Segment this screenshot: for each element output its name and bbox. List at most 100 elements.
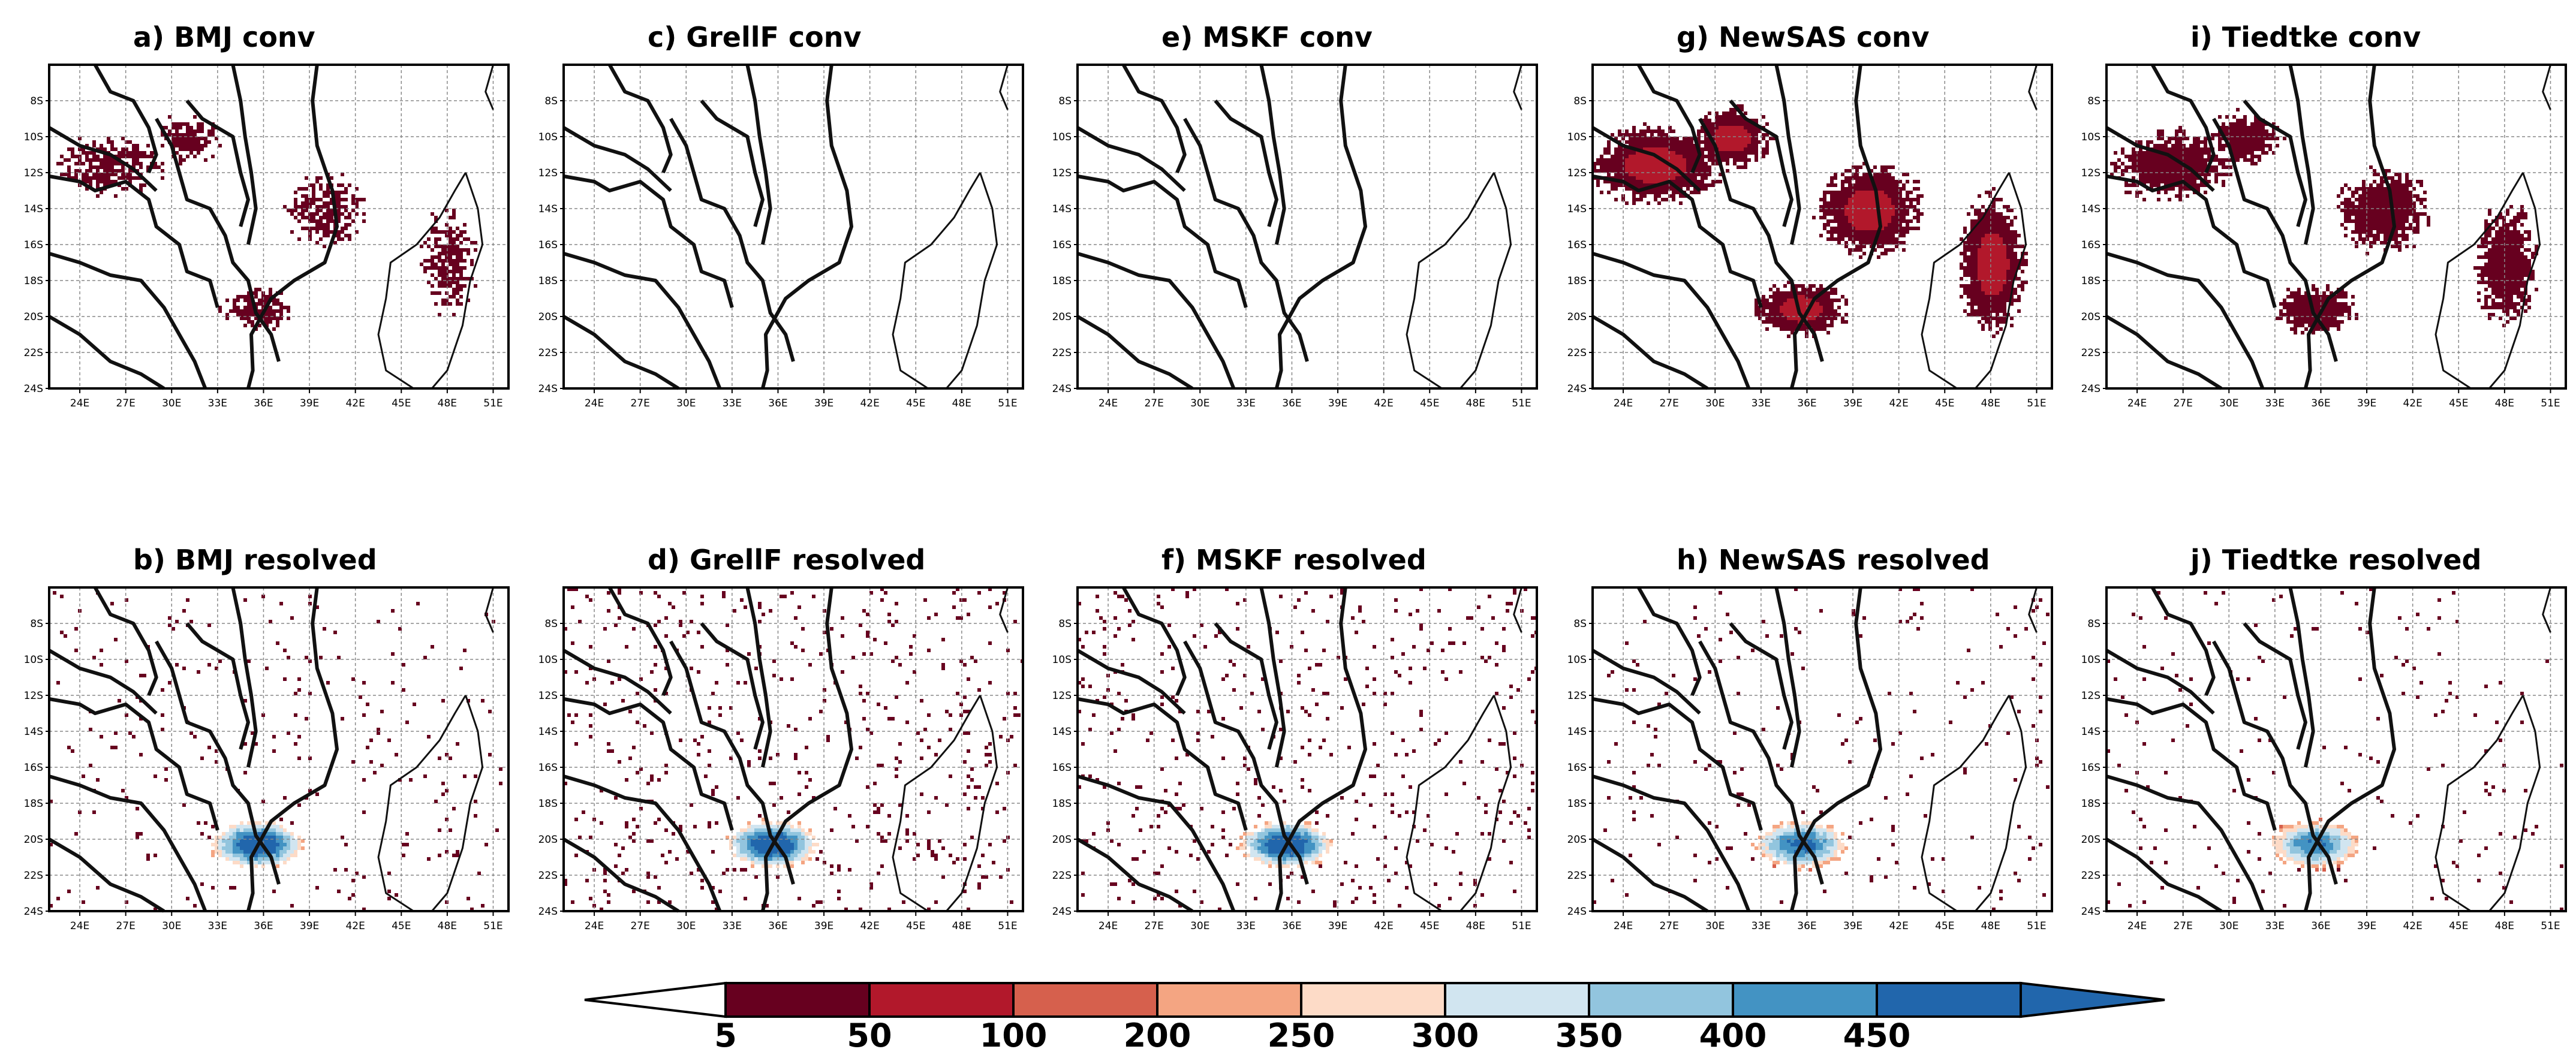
precip-cell bbox=[279, 843, 283, 846]
precip-cell bbox=[2358, 201, 2362, 205]
precip-cell bbox=[2010, 230, 2014, 234]
precip-cell bbox=[2247, 129, 2250, 133]
precip-cell bbox=[247, 295, 251, 299]
precip-cell bbox=[362, 681, 366, 685]
precip-cell bbox=[2535, 245, 2538, 248]
lat-tick-label: 8S bbox=[544, 95, 558, 107]
precip-cell bbox=[1672, 191, 1675, 194]
precip-cell bbox=[2358, 227, 2362, 230]
precip-cell bbox=[1880, 176, 1884, 180]
precip-cell bbox=[258, 850, 261, 854]
precip-cell bbox=[2186, 155, 2189, 158]
precip-cell bbox=[96, 165, 100, 169]
precip-cell bbox=[1970, 291, 1974, 295]
precip-cell bbox=[1873, 173, 1877, 176]
precip-cell bbox=[2394, 212, 2398, 216]
precip-cell bbox=[258, 861, 261, 864]
precip-cell bbox=[247, 857, 251, 861]
precip-cell bbox=[2524, 263, 2527, 266]
precip-cell bbox=[96, 886, 100, 890]
precip-cell bbox=[200, 832, 204, 836]
precip-cell bbox=[2513, 227, 2517, 230]
precip-cell bbox=[1823, 205, 1826, 209]
precip-cell bbox=[2409, 212, 2412, 216]
precip-cell bbox=[2535, 288, 2538, 291]
precip-cell bbox=[211, 133, 215, 137]
border-line bbox=[760, 64, 853, 389]
precip-cell bbox=[200, 129, 204, 133]
precip-cell bbox=[2297, 324, 2301, 327]
precip-cell bbox=[1895, 212, 1898, 216]
precip-cell bbox=[1834, 299, 1837, 302]
precip-cell bbox=[1873, 223, 1877, 227]
precip-cell bbox=[290, 854, 294, 857]
precip-cell bbox=[456, 277, 459, 281]
precip-cell bbox=[197, 126, 200, 129]
precip-cell bbox=[1960, 252, 1963, 255]
precip-cell bbox=[305, 198, 308, 201]
precip-cell bbox=[2003, 302, 2006, 306]
precip-cell bbox=[1906, 227, 1909, 230]
precip-cell bbox=[1859, 201, 1862, 205]
precip-cell bbox=[236, 313, 240, 317]
precip-cell bbox=[2484, 273, 2488, 277]
precip-cell bbox=[2488, 284, 2491, 288]
precip-cell bbox=[2297, 313, 2301, 317]
precip-cell bbox=[456, 850, 459, 854]
precip-cell bbox=[1895, 245, 1898, 248]
precip-cell bbox=[261, 713, 265, 717]
precip-cell bbox=[1772, 299, 1776, 302]
precip-cell bbox=[1988, 223, 1992, 227]
precip-cell bbox=[2502, 284, 2506, 288]
precip-cell bbox=[82, 147, 85, 151]
precip-cell bbox=[1985, 277, 1988, 281]
precip-cell bbox=[1970, 227, 1974, 230]
precip-cell bbox=[2186, 180, 2189, 183]
precip-cell bbox=[1891, 194, 1895, 198]
precip-cell bbox=[1690, 151, 1693, 155]
precip-cell bbox=[2527, 270, 2531, 273]
precip-cell bbox=[1880, 191, 1884, 194]
lon-tick-label: 48E bbox=[952, 397, 971, 409]
precip-cell bbox=[1848, 212, 1852, 216]
precip-cell bbox=[1974, 266, 1978, 270]
precip-cell bbox=[2394, 191, 2398, 194]
precip-cell bbox=[1704, 169, 1708, 173]
precip-cell bbox=[2384, 187, 2387, 191]
precip-cell bbox=[2204, 144, 2207, 147]
precip-cell bbox=[1985, 237, 1988, 241]
precip-cell bbox=[2229, 126, 2232, 129]
precip-cell bbox=[247, 839, 251, 843]
precip-cell bbox=[2153, 144, 2157, 147]
precip-cell bbox=[1852, 176, 1855, 180]
precip-cell bbox=[449, 828, 452, 832]
precip-cell bbox=[682, 591, 686, 595]
precip-cell bbox=[233, 846, 236, 850]
precip-cell bbox=[125, 713, 128, 717]
precip-cell bbox=[1794, 320, 1798, 324]
precip-cell bbox=[2304, 313, 2308, 317]
precip-cell bbox=[1704, 144, 1708, 147]
precip-cell bbox=[2495, 270, 2499, 273]
precip-cell bbox=[1625, 201, 1629, 205]
precip-cell bbox=[2150, 180, 2153, 183]
precip-cell bbox=[2294, 320, 2297, 324]
precip-cell bbox=[2240, 133, 2243, 137]
precip-cells bbox=[2110, 108, 2538, 334]
precip-cell bbox=[1668, 194, 1672, 198]
precip-cell bbox=[2232, 137, 2236, 140]
precip-cell bbox=[341, 212, 344, 216]
precip-cell bbox=[1701, 162, 1704, 165]
precip-cell bbox=[2247, 126, 2250, 129]
precip-cell bbox=[179, 155, 182, 158]
precip-cell bbox=[2380, 227, 2384, 230]
precip-cell bbox=[2376, 216, 2380, 219]
precip-cell bbox=[182, 140, 186, 144]
precip-cell bbox=[2164, 162, 2168, 165]
precip-cell bbox=[2315, 299, 2319, 302]
precip-cell bbox=[1891, 219, 1895, 223]
precip-cell bbox=[107, 137, 110, 140]
precip-cell bbox=[2394, 216, 2398, 219]
precip-cell bbox=[1992, 212, 1996, 216]
precip-cell bbox=[1765, 327, 1769, 331]
